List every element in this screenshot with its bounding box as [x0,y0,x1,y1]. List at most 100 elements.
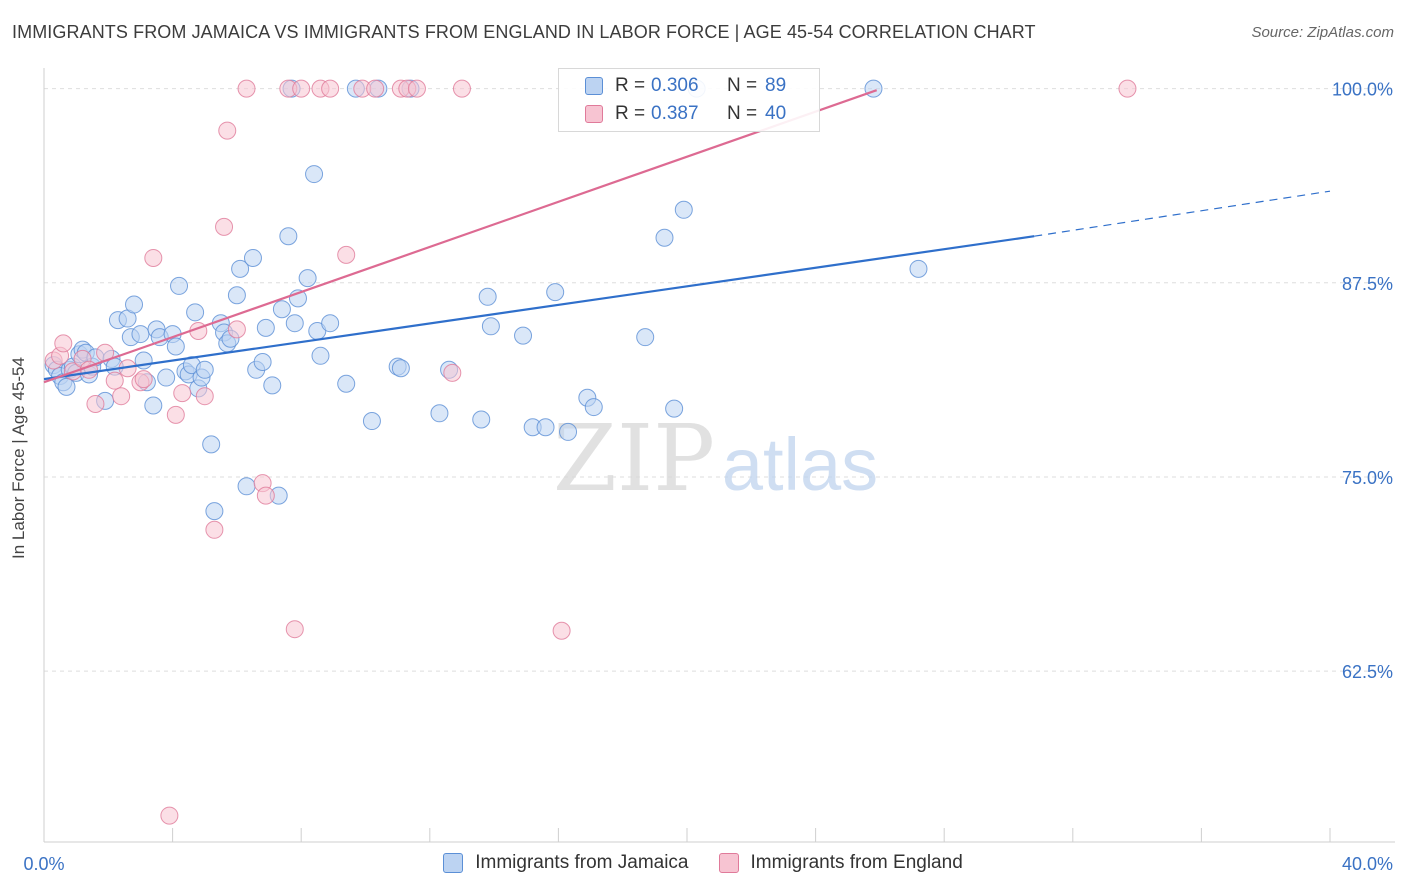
legend-r-value-england: 0.387 [651,103,699,124]
watermark-zip: ZIP [553,405,715,512]
data-point [362,412,381,431]
legend-n-value-england: 40 [765,103,787,124]
source-label: Source: ZipAtlas.com [1251,24,1394,41]
data-point [285,314,304,333]
legend-r-label: R = [615,75,646,96]
data-point [478,287,497,306]
axes [43,68,1395,843]
data-point [472,410,491,429]
data-point [366,79,385,98]
legend-row-england: R = 0.387 N = 40 [559,100,786,128]
data-point [243,248,262,267]
legend-swatch-jamaica [585,77,603,95]
data-point [430,404,449,423]
trend-lines [43,89,1331,384]
data-point [237,477,256,496]
data-point [298,269,317,288]
data-point [452,79,471,98]
legend-item-jamaica[interactable]: Immigrants from Jamaica [443,852,689,874]
data-point [337,245,356,264]
data-point [864,79,883,98]
data-point [186,303,205,322]
y-tick-labels: 100.0% 87.5% 75.0% 62.5% [1332,80,1393,682]
data-point [195,360,214,379]
data-point [54,334,73,353]
x-tick-label-min: 0.0% [23,854,64,874]
legend-n-label: N = [727,103,758,124]
data-point [144,248,163,267]
series-legend: Immigrants from Jamaica Immigrants from … [0,852,1406,874]
data-point [227,320,246,339]
data-point [173,384,192,403]
x-tick-label-max: 40.0% [1342,854,1393,874]
data-point [86,394,105,413]
data-point [227,286,246,305]
data-point [285,620,304,639]
y-tick-label: 62.5% [1342,662,1393,682]
trend-line-england [43,89,878,384]
y-tick-label: 87.5% [1342,274,1393,294]
data-point [131,325,150,344]
data-point [195,387,214,406]
data-point [237,79,256,98]
data-point [559,422,578,441]
data-point [279,227,298,246]
legend-r-label: R = [615,103,646,124]
data-point [144,396,163,415]
gridlines [44,88,1395,672]
legend-row-jamaica: R = 0.306 N = 89 [559,72,786,100]
data-point [256,318,275,337]
data-point [263,376,282,395]
data-point [205,502,224,521]
data-point [231,259,250,278]
data-point [112,387,131,406]
data-point [655,228,674,247]
data-point [166,405,185,424]
data-point [337,374,356,393]
data-point [256,486,275,505]
legend-item-england[interactable]: Immigrants from England [718,852,963,874]
data-point [311,346,330,365]
legend-label-jamaica: Immigrants from Jamaica [475,852,689,873]
trend-line-extension [1034,190,1331,237]
data-point [157,368,176,387]
data-point [166,337,185,356]
legend-swatch-jamaica [443,853,464,873]
data-point [481,317,500,336]
data-point [391,359,410,378]
data-point [205,520,224,539]
data-point [202,435,221,454]
data-point [218,121,237,140]
stats-legend: R = 0.306 N = 89 R = 0.387 N = 40 [558,68,820,132]
data-point [134,370,153,389]
x-tick-labels: 0.0% 40.0% [23,854,1393,874]
watermark-atlas: atlas [722,423,878,506]
y-tick-label: 75.0% [1342,468,1393,488]
legend-n-label: N = [727,75,758,96]
data-point [321,79,340,98]
data-point [536,418,555,437]
data-point [125,295,144,314]
chart-title: IMMIGRANTS FROM JAMAICA VS IMMIGRANTS FR… [12,22,1036,42]
data-point [546,283,565,302]
trend-line-jamaica [43,235,1035,381]
data-point [272,300,291,319]
data-point [253,353,272,372]
data-point [1118,79,1137,98]
data-point [636,328,655,347]
data-point [584,398,603,417]
watermark: ZIP atlas [553,405,878,512]
legend-swatch-england [585,105,603,123]
legend-swatch-england [718,853,739,873]
y-tick-label: 100.0% [1332,80,1393,100]
data-point [305,165,324,184]
data-point [215,217,234,236]
data-point [170,276,189,295]
data-point [321,314,340,333]
series-england [44,79,1137,825]
data-point [292,79,311,98]
legend-n-value-jamaica: 89 [765,75,787,96]
data-point [909,259,928,278]
data-point [443,363,462,382]
